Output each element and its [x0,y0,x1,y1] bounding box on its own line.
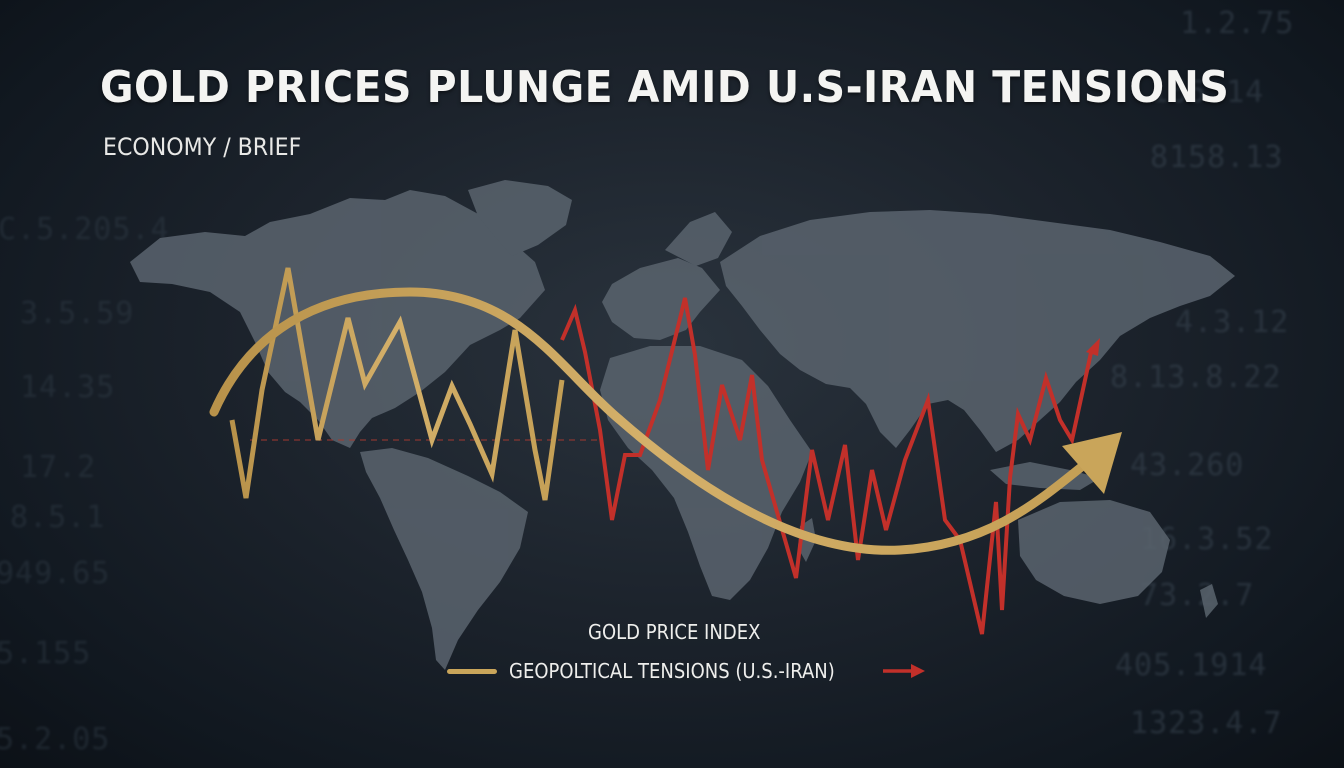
headline: GOLD PRICES PLUNGE AMID U.S-IRAN TENSION… [100,62,1230,113]
tensions-zigzag-line [560,297,1094,635]
tensions-legend-label: GEOPOLTICAL TENSIONS (U.S.-IRAN) [509,659,835,683]
red-arrow-icon [883,664,925,678]
gold-trend-arrow [209,287,1095,555]
gold-arrowhead [1062,432,1122,494]
indonesia-shape [990,462,1100,490]
legend-title: GOLD PRICE INDEX [588,620,761,644]
world-map [130,180,1235,670]
japan-shape [1080,302,1112,364]
legend-row: GEOPOLTICAL TENSIONS (U.S.-IRAN) [447,658,927,684]
scandinavia-shape [665,212,732,266]
tensions-arrowhead [1086,338,1100,356]
europe-shape [602,258,720,340]
new-zealand-shape [1200,584,1218,618]
asia-shape [720,210,1235,452]
africa-shape [600,346,812,600]
gold-legend-swatch [447,668,497,674]
australia-shape [1018,500,1170,604]
south-america-shape [360,448,528,670]
north-america-shape [130,190,545,448]
section-kicker: ECONOMY / BRIEF [103,133,302,161]
greenland-shape [468,180,572,256]
